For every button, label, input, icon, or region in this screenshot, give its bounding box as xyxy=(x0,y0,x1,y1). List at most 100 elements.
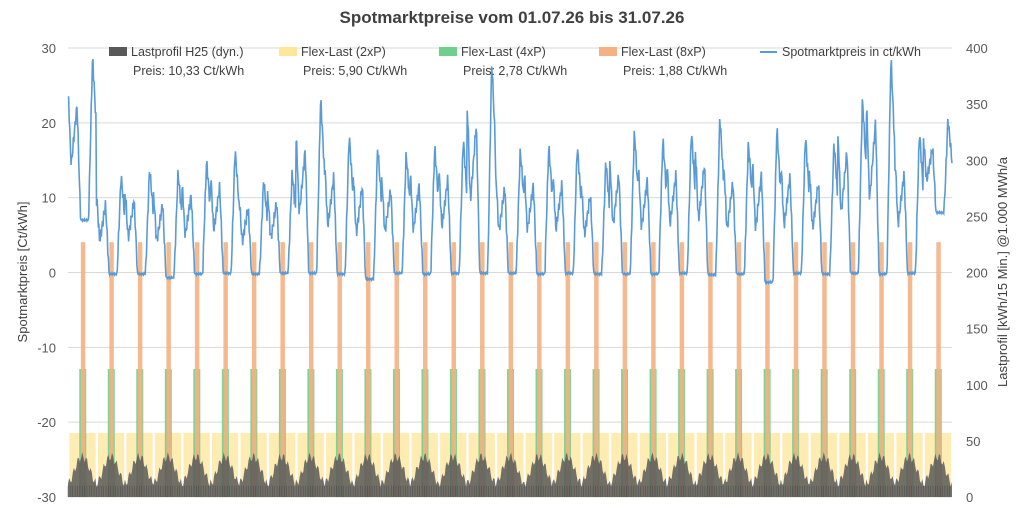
flex8-bar xyxy=(80,242,86,497)
flex8-bar xyxy=(308,242,314,497)
flex2-bar xyxy=(212,433,224,497)
flex8-bar xyxy=(508,242,514,497)
price-line xyxy=(67,59,953,286)
flex8-bar xyxy=(850,242,856,497)
left-axis-title: Spotmarktpreis [Ct/kWh] xyxy=(15,202,30,343)
flex2-bar xyxy=(411,433,424,497)
flex8-bar xyxy=(565,242,571,497)
flex2-bar xyxy=(867,433,880,497)
right-tick-label: 50 xyxy=(966,434,980,449)
flex2-bar xyxy=(425,433,438,497)
right-axis-title: Lastprofil [kWh/15 Min.] @1.000 MWh/a xyxy=(995,156,1010,387)
flex2-bar xyxy=(254,433,267,497)
flex8-bar xyxy=(480,242,485,497)
legend-label-h25: Lastprofil H25 (dyn.) xyxy=(131,45,244,59)
legend-price-flex2: Preis: 5,90 Ct/kWh xyxy=(303,64,407,78)
flex8-bar xyxy=(537,242,542,497)
flex8-bar xyxy=(879,242,884,497)
flex2-bar xyxy=(83,433,96,497)
flex2-bar xyxy=(711,433,724,497)
right-tick-label: 150 xyxy=(966,322,988,337)
flex2-bar xyxy=(882,433,895,497)
legend-label-flex2: Flex-Last (2xP) xyxy=(301,45,386,59)
flex8-bar xyxy=(337,242,342,497)
flex2-bar xyxy=(539,433,552,497)
right-tick-label: 300 xyxy=(966,153,988,168)
right-tick-label: 250 xyxy=(966,209,988,224)
left-tick-label: -30 xyxy=(37,490,56,505)
flex2-bar xyxy=(368,433,381,497)
flex2-bar xyxy=(468,433,481,497)
flex2-bar xyxy=(126,433,139,497)
legend-price-flex4: Preis: 2,78 Ct/kWh xyxy=(463,64,567,78)
flex2-bar xyxy=(397,433,410,497)
flex2-bar xyxy=(482,433,495,497)
flex8-bar xyxy=(365,242,371,497)
right-tick-label: 400 xyxy=(966,41,988,56)
flex2-bar xyxy=(568,433,581,497)
right-axis-ticks: 400 350 300 250 200 150 100 50 0 xyxy=(966,41,988,505)
flex2-bar xyxy=(768,433,781,497)
flex8-bar xyxy=(708,242,713,497)
right-tick-label: 200 xyxy=(966,266,988,281)
flex2-bar xyxy=(112,433,125,497)
legend-swatch-flex2 xyxy=(279,47,297,56)
legend-price-flex8: Preis: 1,88 Ct/kWh xyxy=(623,64,727,78)
flex2-bar xyxy=(853,433,866,497)
legend-swatch-flex4 xyxy=(439,47,457,56)
legend-price-h25: Preis: 10,33 Ct/kWh xyxy=(133,64,244,78)
flex2-bar xyxy=(340,433,353,497)
right-tick-label: 100 xyxy=(966,378,988,393)
flex8-bar xyxy=(622,242,628,497)
flex2-bar xyxy=(611,433,624,497)
flex8-bar xyxy=(280,242,285,497)
flex2-bar xyxy=(383,433,396,497)
flex8-bar xyxy=(679,242,685,497)
flex2-bar xyxy=(497,433,510,497)
flex8-bar xyxy=(166,242,171,497)
flex2-bar xyxy=(525,433,538,497)
right-tick-label: 0 xyxy=(966,490,973,505)
flex2-bar xyxy=(511,433,524,497)
left-tick-label: -20 xyxy=(37,415,56,430)
flex2-bar xyxy=(796,433,809,497)
chart-title: Spotmarktpreise vom 01.07.26 bis 31.07.2… xyxy=(339,8,685,27)
flex8-bar xyxy=(936,242,941,497)
flex2-bar xyxy=(169,433,182,497)
legend-swatch-flex8 xyxy=(599,47,617,56)
flex2-bar xyxy=(625,433,638,497)
load-bars xyxy=(67,242,952,497)
flex8-bar xyxy=(651,242,656,497)
left-tick-label: 20 xyxy=(42,116,56,131)
flex8-bar xyxy=(394,242,400,497)
flex8-bar xyxy=(194,242,200,497)
flex2-bar xyxy=(240,433,253,497)
flex8-bar xyxy=(423,242,428,497)
legend-label-flex4: Flex-Last (4xP) xyxy=(461,45,546,59)
flex2-bar xyxy=(639,433,652,497)
left-tick-label: 30 xyxy=(42,41,56,56)
flex2-bar xyxy=(782,433,795,497)
flex2-bar xyxy=(69,433,82,497)
flex2-bar xyxy=(939,433,952,497)
flex2-bar xyxy=(582,433,595,497)
flex8-bar xyxy=(223,242,228,497)
legend: Lastprofil H25 (dyn.) Preis: 10,33 Ct/kWh… xyxy=(109,45,921,78)
flex8-bar xyxy=(109,242,114,497)
flex2-bar xyxy=(226,433,239,497)
left-axis-ticks: 30 20 10 0 -10 -20 -30 xyxy=(37,41,56,505)
flex8-bar xyxy=(793,242,799,497)
flex2-bar xyxy=(739,433,752,497)
flex8-bar xyxy=(765,242,770,497)
flex2-bar xyxy=(654,433,666,497)
flex2-bar xyxy=(154,433,167,497)
flex2-bar xyxy=(696,433,709,497)
flex2-bar xyxy=(311,433,324,497)
flex2-bar xyxy=(810,433,823,497)
legend-label-price: Spotmarktpreis in ct/kWh xyxy=(782,45,921,59)
flex8-bar xyxy=(907,242,913,497)
flex2-bar xyxy=(825,433,838,497)
legend-swatch-h25 xyxy=(109,47,127,56)
flex2-bar xyxy=(896,433,909,497)
